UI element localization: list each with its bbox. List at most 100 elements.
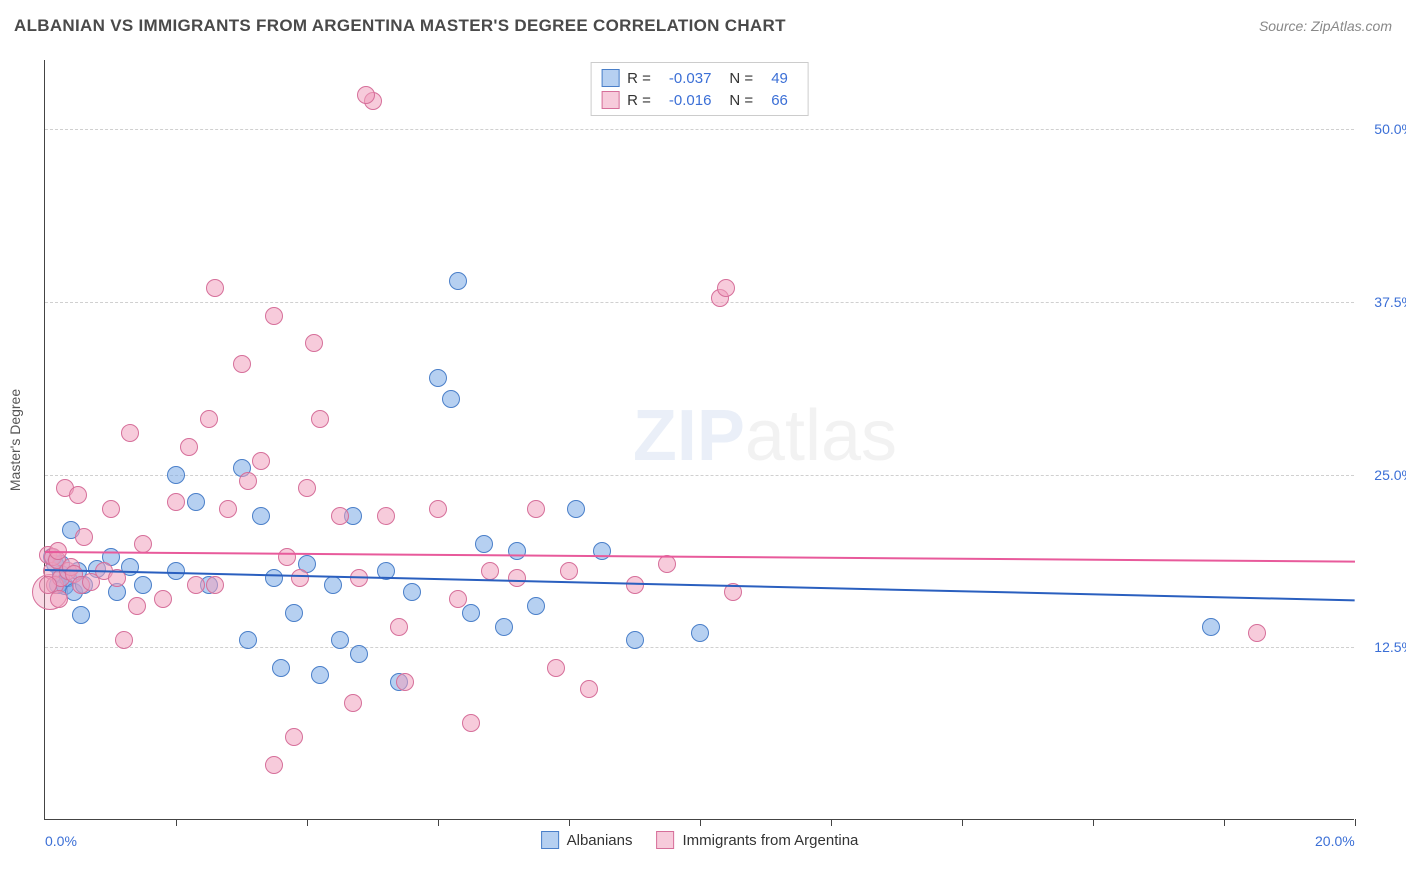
scatter-point	[134, 535, 152, 553]
series-legend-label: Immigrants from Argentina	[682, 832, 858, 849]
scatter-point	[344, 694, 362, 712]
scatter-point	[495, 618, 513, 636]
legend-r-label: R =	[627, 92, 651, 109]
scatter-point	[403, 583, 421, 601]
correlation-legend-row: R = -0.037 N = 49	[601, 67, 798, 89]
regression-line	[45, 551, 1355, 563]
scatter-point	[429, 369, 447, 387]
x-tick-label: 20.0%	[1315, 833, 1355, 849]
scatter-point	[311, 410, 329, 428]
legend-swatch	[601, 69, 619, 87]
scatter-point	[272, 659, 290, 677]
x-tick	[1224, 819, 1225, 826]
x-tick	[307, 819, 308, 826]
scatter-point	[69, 486, 87, 504]
scatter-point	[252, 507, 270, 525]
watermark: ZIPatlas	[633, 394, 897, 476]
scatter-point	[291, 569, 309, 587]
scatter-point	[298, 479, 316, 497]
x-tick	[1093, 819, 1094, 826]
scatter-point	[350, 645, 368, 663]
scatter-point	[187, 576, 205, 594]
scatter-point	[187, 493, 205, 511]
scatter-point	[75, 528, 93, 546]
y-tick-label: 37.5%	[1374, 294, 1406, 310]
scatter-point	[475, 535, 493, 553]
scatter-point	[717, 279, 735, 297]
y-tick-label: 25.0%	[1374, 467, 1406, 483]
y-axis-title: Master's Degree	[7, 388, 23, 490]
scatter-point	[547, 659, 565, 677]
x-tick	[1355, 819, 1356, 826]
scatter-point	[219, 500, 237, 518]
regression-line	[45, 569, 1355, 601]
scatter-point	[72, 606, 90, 624]
scatter-point	[167, 466, 185, 484]
scatter-point	[285, 728, 303, 746]
scatter-point	[265, 756, 283, 774]
scatter-point	[527, 500, 545, 518]
chart-title: ALBANIAN VS IMMIGRANTS FROM ARGENTINA MA…	[14, 16, 786, 36]
series-legend-label: Albanians	[567, 832, 633, 849]
scatter-point	[115, 631, 133, 649]
scatter-point	[560, 562, 578, 580]
legend-n-value: 66	[771, 92, 788, 109]
scatter-point	[658, 555, 676, 573]
scatter-point	[508, 569, 526, 587]
gridline-h	[45, 647, 1354, 648]
chart-plot-area: ZIPatlas Master's Degree R =-0.037N =49R…	[44, 60, 1354, 820]
scatter-point	[167, 493, 185, 511]
chart-header: ALBANIAN VS IMMIGRANTS FROM ARGENTINA MA…	[14, 16, 1392, 36]
gridline-h	[45, 302, 1354, 303]
watermark-zip: ZIP	[633, 395, 745, 475]
scatter-point	[429, 500, 447, 518]
scatter-point	[252, 452, 270, 470]
chart-source: Source: ZipAtlas.com	[1259, 18, 1392, 34]
scatter-point	[626, 631, 644, 649]
scatter-point	[278, 548, 296, 566]
scatter-point	[442, 390, 460, 408]
legend-r-label: R =	[627, 70, 651, 87]
y-tick-label: 12.5%	[1374, 639, 1406, 655]
scatter-point	[305, 334, 323, 352]
scatter-point	[39, 576, 57, 594]
legend-r-value: -0.037	[669, 70, 712, 87]
scatter-point	[265, 307, 283, 325]
scatter-point	[462, 714, 480, 732]
legend-n-label: N =	[729, 92, 753, 109]
scatter-point	[154, 590, 172, 608]
x-tick	[438, 819, 439, 826]
scatter-point	[180, 438, 198, 456]
series-legend-item: Albanians	[541, 831, 633, 849]
scatter-point	[1202, 618, 1220, 636]
legend-swatch	[656, 831, 674, 849]
scatter-point	[580, 680, 598, 698]
scatter-point	[311, 666, 329, 684]
gridline-h	[45, 129, 1354, 130]
y-tick-label: 50.0%	[1374, 121, 1406, 137]
legend-swatch	[541, 831, 559, 849]
x-tick	[831, 819, 832, 826]
scatter-point	[233, 355, 251, 373]
x-tick-label: 0.0%	[45, 833, 77, 849]
scatter-point	[121, 424, 139, 442]
series-legend: Albanians Immigrants from Argentina	[541, 831, 859, 849]
scatter-point	[691, 624, 709, 642]
legend-swatch	[601, 91, 619, 109]
scatter-point	[449, 590, 467, 608]
scatter-point	[102, 500, 120, 518]
scatter-point	[239, 631, 257, 649]
correlation-legend: R =-0.037N =49R =-0.016N =66	[590, 62, 809, 116]
series-legend-item: Immigrants from Argentina	[656, 831, 858, 849]
scatter-point	[206, 576, 224, 594]
legend-n-label: N =	[729, 70, 753, 87]
x-tick	[569, 819, 570, 826]
scatter-point	[200, 410, 218, 428]
x-tick	[176, 819, 177, 826]
scatter-point	[481, 562, 499, 580]
scatter-point	[626, 576, 644, 594]
scatter-point	[462, 604, 480, 622]
scatter-point	[396, 673, 414, 691]
legend-n-value: 49	[771, 70, 788, 87]
correlation-legend-row: R =-0.016N =66	[601, 89, 798, 111]
